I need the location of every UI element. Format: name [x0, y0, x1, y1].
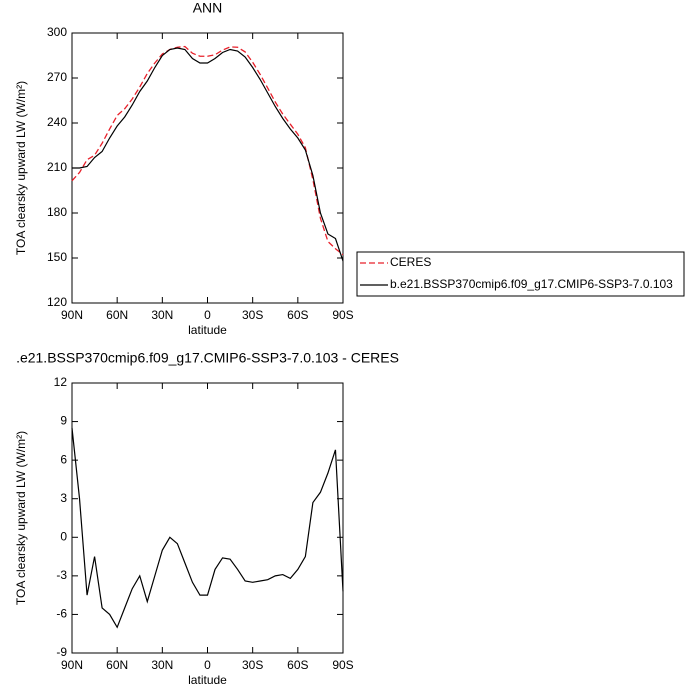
x-tick-label: 90S	[332, 308, 353, 322]
x-axis-label: latitude	[188, 323, 227, 337]
y-tick-label: 6	[60, 452, 67, 466]
series-line	[71, 45, 344, 256]
y-axis-label: TOA clearsky upward LW (W/m²)	[14, 431, 28, 605]
y-tick-label: 9	[60, 414, 67, 428]
y-tick-label: 150	[47, 250, 67, 264]
x-tick-label: 90N	[61, 658, 83, 672]
x-tick-label: 60S	[287, 308, 308, 322]
x-tick-label: 30S	[242, 308, 263, 322]
y-tick-label: -9	[56, 645, 67, 659]
y-tick-label: 12	[54, 375, 68, 389]
plot-frame	[71, 382, 344, 654]
y-tick-label: 0	[60, 529, 67, 543]
x-tick-label: 30N	[151, 308, 173, 322]
x-axis-label: latitude	[188, 673, 227, 687]
plot-frame	[71, 32, 344, 304]
y-tick-label: 180	[47, 205, 67, 219]
x-tick-label: 0	[204, 658, 211, 672]
series-line	[72, 47, 344, 262]
legend-box	[356, 251, 685, 297]
x-tick-label: 30S	[242, 658, 263, 672]
x-tick-label: 60S	[287, 658, 308, 672]
y-tick-label: 120	[47, 295, 67, 309]
y-tick-label: 240	[47, 115, 67, 129]
y-tick-label: -6	[56, 607, 67, 621]
y-axis-label: TOA clearsky upward LW (W/m²)	[14, 81, 28, 255]
x-tick-label: 30N	[151, 658, 173, 672]
chart-title: .e21.BSSP370cmip6.f09_g17.CMIP6-SSP3-7.0…	[16, 350, 399, 366]
x-tick-label: 90N	[61, 308, 83, 322]
y-tick-label: 210	[47, 160, 67, 174]
y-tick-label: 300	[47, 25, 67, 39]
chart-title: ANN	[193, 0, 223, 16]
x-tick-label: 0	[204, 308, 211, 322]
y-tick-label: 3	[60, 491, 67, 505]
x-tick-label: 60N	[106, 308, 128, 322]
y-tick-label: 270	[47, 70, 67, 84]
x-tick-label: 90S	[332, 658, 353, 672]
x-tick-label: 60N	[106, 658, 128, 672]
legend-label: CERES	[390, 255, 431, 269]
legend-label: b.e21.BSSP370cmip6.f09_g17.CMIP6-SSP3-7.…	[390, 277, 673, 291]
y-tick-label: -3	[56, 568, 67, 582]
series-line	[71, 427, 344, 629]
